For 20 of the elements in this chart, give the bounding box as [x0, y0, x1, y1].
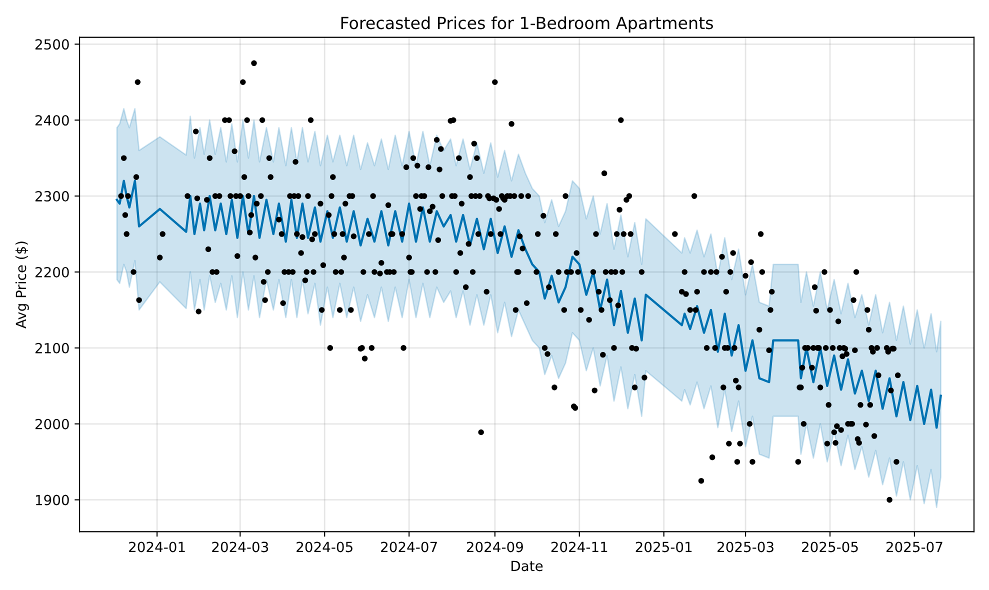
y-tick-label: 2200 — [35, 266, 69, 278]
x-tick-label: 2024-09 — [466, 542, 523, 552]
x-tick-label: 2025-03 — [718, 542, 774, 552]
y-axis-title: Avg Price ($) — [15, 242, 29, 328]
x-tick-label: 2024-03 — [212, 542, 268, 552]
x-tick-label: 2024-05 — [296, 542, 352, 552]
x-tick-label: 2024-07 — [381, 542, 437, 552]
y-tick-label: 1900 — [36, 494, 69, 506]
x-tick-label: 2025-01 — [636, 542, 692, 552]
y-tick-label: 2300 — [35, 191, 69, 202]
x-tick-label: 2025-05 — [802, 542, 858, 552]
x-tick-label: 2024-11 — [551, 542, 608, 552]
y-tick-label: 2100 — [35, 342, 69, 354]
x-tick-label: 2024-01 — [129, 542, 185, 552]
chart-title: Forecasted Prices for 1-Bedroom Apartments — [341, 16, 713, 32]
y-tick-label: 2400 — [35, 115, 69, 126]
y-tick-label: 2500 — [35, 39, 69, 50]
x-axis-title: Date — [512, 560, 543, 572]
x-tick-label: 2025-07 — [886, 542, 942, 552]
y-tick-label: 2000 — [35, 418, 69, 430]
